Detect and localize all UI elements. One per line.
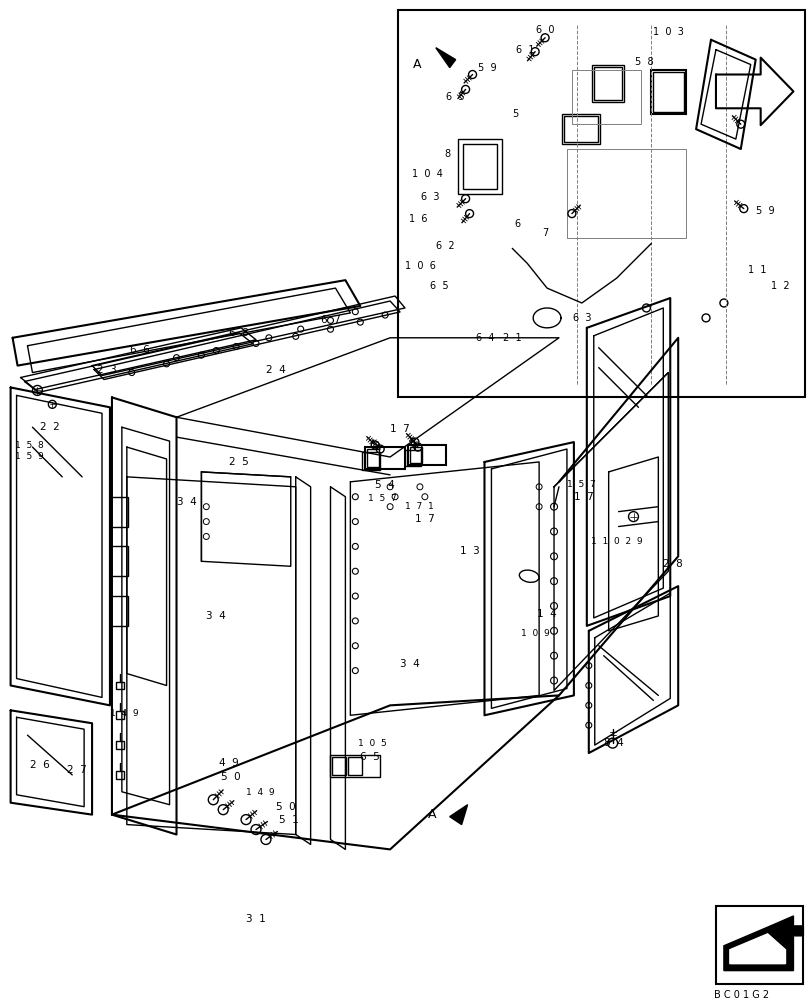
Text: 1  7: 1 7 [389, 424, 410, 434]
Bar [109, 546, 127, 576]
Bar [407, 445, 445, 465]
Bar [332, 757, 346, 775]
Bar [715, 906, 802, 984]
Text: 3  1: 3 1 [246, 914, 265, 924]
Bar [462, 144, 497, 189]
Text: 1  0  9: 1 0 9 [521, 629, 549, 638]
Polygon shape [729, 934, 784, 964]
Text: 6  5: 6 5 [360, 752, 380, 762]
Text: 4: 4 [410, 442, 416, 452]
Text: 6  3: 6 3 [420, 192, 439, 202]
Text: 6  5: 6 5 [446, 92, 465, 102]
Text: 5  9: 5 9 [755, 206, 774, 216]
Text: 2  1: 2 1 [502, 333, 521, 343]
Bar [116, 771, 124, 779]
Text: 1  0  3: 1 0 3 [652, 27, 683, 37]
Text: 6  6: 6 6 [130, 345, 149, 355]
Bar [593, 67, 620, 100]
Text: 6  1: 6 1 [515, 45, 534, 55]
Bar [116, 741, 124, 749]
Text: 1  0  6: 1 0 6 [405, 261, 436, 271]
Text: 5  8: 5 8 [634, 57, 653, 67]
Polygon shape [436, 48, 455, 68]
Bar [109, 596, 127, 626]
Bar [591, 65, 623, 102]
Text: 1  5  8: 1 5 8 [15, 441, 43, 450]
Text: 2  6: 2 6 [31, 760, 50, 770]
Text: 1  5  7: 1 5 7 [566, 480, 595, 489]
Text: 8: 8 [444, 149, 450, 159]
Text: 1  7  1: 1 7 1 [405, 502, 433, 511]
Text: 5  4: 5 4 [375, 480, 394, 490]
Bar [564, 116, 597, 142]
Text: 1  7: 1 7 [573, 492, 593, 502]
Bar [109, 497, 127, 527]
Text: 1  6: 1 6 [408, 214, 427, 224]
Bar [653, 72, 684, 112]
Text: 5  1: 5 1 [278, 815, 298, 825]
Text: 3  4: 3 4 [176, 497, 196, 507]
Text: 2  4: 2 4 [265, 365, 285, 375]
Polygon shape [449, 805, 467, 825]
Bar [405, 450, 420, 466]
Bar [457, 139, 502, 194]
Text: 2  2: 2 2 [41, 422, 60, 432]
Text: 5: 5 [512, 109, 517, 119]
Bar [116, 711, 124, 719]
Text: 5  0: 5 0 [276, 802, 295, 812]
Text: 1  4  9: 1 4 9 [246, 788, 274, 797]
Bar [566, 149, 685, 238]
Polygon shape [723, 926, 792, 971]
Bar [116, 682, 124, 689]
Text: A: A [427, 808, 436, 821]
Bar [571, 70, 641, 124]
Bar [410, 447, 422, 463]
Text: 5  0: 5 0 [221, 772, 241, 782]
Bar [348, 757, 362, 775]
Text: 6  3: 6 3 [572, 313, 590, 323]
Text: 1  5  9: 1 5 9 [15, 452, 43, 461]
Bar [561, 114, 599, 144]
Text: 2  8: 2 8 [663, 559, 682, 569]
Text: B C 0 1 G 2: B C 0 1 G 2 [713, 990, 768, 1000]
Text: 6: 6 [513, 219, 520, 229]
Text: A: A [413, 58, 421, 71]
Bar [367, 449, 379, 467]
Text: 1  2: 1 2 [770, 281, 789, 291]
Text: 2  3: 2 3 [97, 365, 117, 375]
Text: 6  0: 6 0 [535, 25, 554, 35]
Text: 6  7: 6 7 [320, 315, 340, 325]
Text: 5  9: 5 9 [478, 63, 496, 73]
Bar [362, 452, 380, 470]
Text: 1  4: 1 4 [536, 609, 556, 619]
Text: 3  4: 3 4 [400, 659, 419, 669]
Text: 1  0  5: 1 0 5 [358, 739, 387, 748]
Text: 6  8: 6 8 [229, 328, 249, 338]
Text: 8  4: 8 4 [603, 738, 623, 748]
Text: 1  1: 1 1 [748, 265, 766, 275]
Text: 1  1  0  2  9: 1 1 0 2 9 [590, 537, 642, 546]
Text: 3  4: 3 4 [206, 611, 225, 621]
Bar [330, 755, 380, 777]
Text: 1  0  4: 1 0 4 [412, 169, 443, 179]
Text: 6  2: 6 2 [436, 241, 454, 251]
Text: 2  5: 2 5 [229, 457, 249, 467]
Text: 4  9: 4 9 [219, 758, 238, 768]
Text: 1  4  9: 1 4 9 [109, 709, 139, 718]
Text: 2  7: 2 7 [67, 765, 87, 775]
Bar [650, 70, 685, 114]
Text: 6  5: 6 5 [430, 281, 448, 291]
Text: 6  4: 6 4 [475, 333, 494, 343]
Text: 1  3: 1 3 [459, 546, 478, 556]
Text: 1  5  7: 1 5 7 [368, 494, 397, 503]
Bar [397, 10, 805, 397]
Polygon shape [770, 916, 802, 946]
Text: 7: 7 [541, 228, 547, 238]
Text: 1  7: 1 7 [414, 514, 434, 524]
Bar [365, 447, 405, 469]
